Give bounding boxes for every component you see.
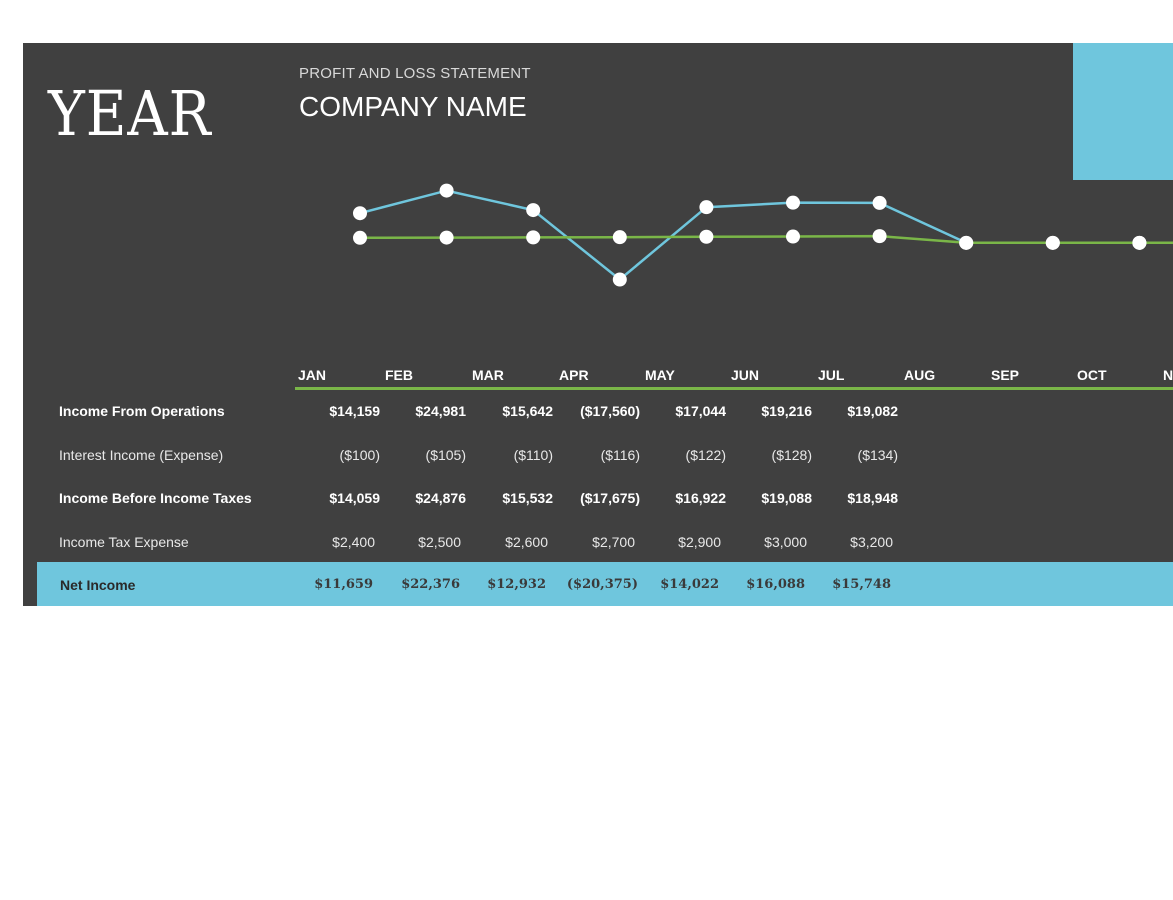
cell-jun[interactable]: ($128) — [771, 447, 812, 463]
data-point-tax-oct — [1132, 235, 1147, 250]
cell-may[interactable]: ($122) — [685, 447, 726, 463]
row-label[interactable]: Income Before Income Taxes — [59, 490, 252, 506]
month-label-sep: SEP — [991, 367, 1020, 383]
data-point-tax-jul — [872, 229, 887, 244]
month-label-may: MAY — [645, 367, 675, 383]
cell-jun[interactable]: $16,088 — [746, 577, 805, 592]
month-label-nov: N — [1163, 367, 1173, 383]
data-point-tax-apr — [612, 230, 627, 245]
cell-feb[interactable]: $24,981 — [415, 403, 466, 419]
company-name[interactable]: COMPANY NAME — [299, 91, 527, 122]
cell-mar[interactable]: $15,642 — [502, 403, 553, 419]
month-header-divider — [295, 387, 1173, 390]
cell-jan[interactable]: $14,159 — [329, 403, 380, 419]
income-line-chart — [353, 183, 1173, 287]
month-label-aug: AUG — [904, 367, 936, 383]
data-point-operations-may — [699, 200, 714, 215]
cell-may[interactable]: $16,922 — [675, 490, 726, 506]
cell-apr[interactable]: $2,700 — [592, 534, 635, 550]
accent-corner-block — [1073, 43, 1173, 180]
year-title[interactable]: YEAR — [48, 77, 212, 150]
cell-apr[interactable]: ($116) — [600, 447, 640, 463]
month-label-jul: JUL — [818, 367, 845, 383]
cell-jan[interactable]: $11,659 — [314, 577, 373, 592]
data-point-operations-jun — [786, 195, 800, 210]
data-point-tax-aug — [959, 235, 974, 250]
row-label[interactable]: Net Income — [60, 577, 136, 593]
data-point-operations-mar — [526, 203, 541, 218]
month-label-oct: OCT — [1077, 367, 1107, 383]
statement-subtitle[interactable]: PROFIT AND LOSS STATEMENT — [299, 65, 531, 82]
row-label[interactable]: Interest Income (Expense) — [59, 447, 224, 463]
data-point-tax-sep — [1045, 235, 1060, 250]
month-label-apr: APR — [559, 367, 589, 383]
cell-apr[interactable]: ($17,560) — [580, 403, 640, 419]
cell-jul[interactable]: $3,200 — [850, 534, 893, 550]
cell-feb[interactable]: ($105) — [425, 447, 466, 463]
data-point-tax-feb — [439, 230, 454, 245]
month-label-mar: MAR — [472, 367, 504, 383]
cell-may[interactable]: $17,044 — [675, 403, 726, 419]
data-point-tax-may — [699, 229, 714, 244]
row-label[interactable]: Income Tax Expense — [59, 534, 189, 550]
cell-feb[interactable]: $2,500 — [418, 534, 461, 550]
data-point-operations-feb — [439, 183, 454, 198]
cell-jan[interactable]: ($100) — [339, 447, 380, 463]
cell-may[interactable]: $2,900 — [678, 534, 721, 550]
cell-jul[interactable]: ($134) — [857, 447, 898, 463]
cell-feb[interactable]: $24,876 — [415, 490, 466, 506]
cell-feb[interactable]: $22,376 — [401, 577, 460, 592]
row-label[interactable]: Income From Operations — [59, 403, 225, 419]
series-line-operations — [359, 189, 1173, 282]
cell-mar[interactable]: $12,932 — [487, 577, 546, 592]
data-point-operations-jan — [353, 206, 367, 221]
month-label-feb: FEB — [385, 367, 413, 383]
cell-jun[interactable]: $3,000 — [764, 534, 807, 550]
data-point-operations-jul — [872, 195, 887, 210]
cell-jun[interactable]: $19,216 — [761, 403, 812, 419]
data-point-tax-mar — [526, 230, 541, 245]
cell-may[interactable]: $14,022 — [660, 577, 719, 592]
cell-jul[interactable]: $18,948 — [847, 490, 898, 506]
cell-apr[interactable]: ($17,675) — [580, 490, 640, 506]
cell-jul[interactable]: $19,082 — [847, 403, 898, 419]
data-point-tax-jan — [353, 230, 367, 245]
cell-jun[interactable]: $19,088 — [761, 490, 812, 506]
cell-jan[interactable]: $14,059 — [329, 490, 380, 506]
cell-jan[interactable]: $2,400 — [332, 534, 375, 550]
cell-mar[interactable]: $2,600 — [505, 534, 548, 550]
cell-mar[interactable]: ($110) — [513, 447, 553, 463]
pl-statement-sheet: YEAR PROFIT AND LOSS STATEMENT COMPANY N… — [23, 43, 1173, 606]
data-point-tax-jun — [786, 229, 800, 244]
cell-mar[interactable]: $15,532 — [502, 490, 553, 506]
net-income-band — [37, 562, 1173, 606]
month-label-jun: JUN — [731, 367, 760, 383]
cell-jul[interactable]: $15,748 — [832, 577, 891, 592]
month-label-jan: JAN — [298, 367, 327, 383]
data-point-operations-apr — [612, 272, 627, 287]
cell-apr[interactable]: ($20,375) — [566, 577, 638, 592]
